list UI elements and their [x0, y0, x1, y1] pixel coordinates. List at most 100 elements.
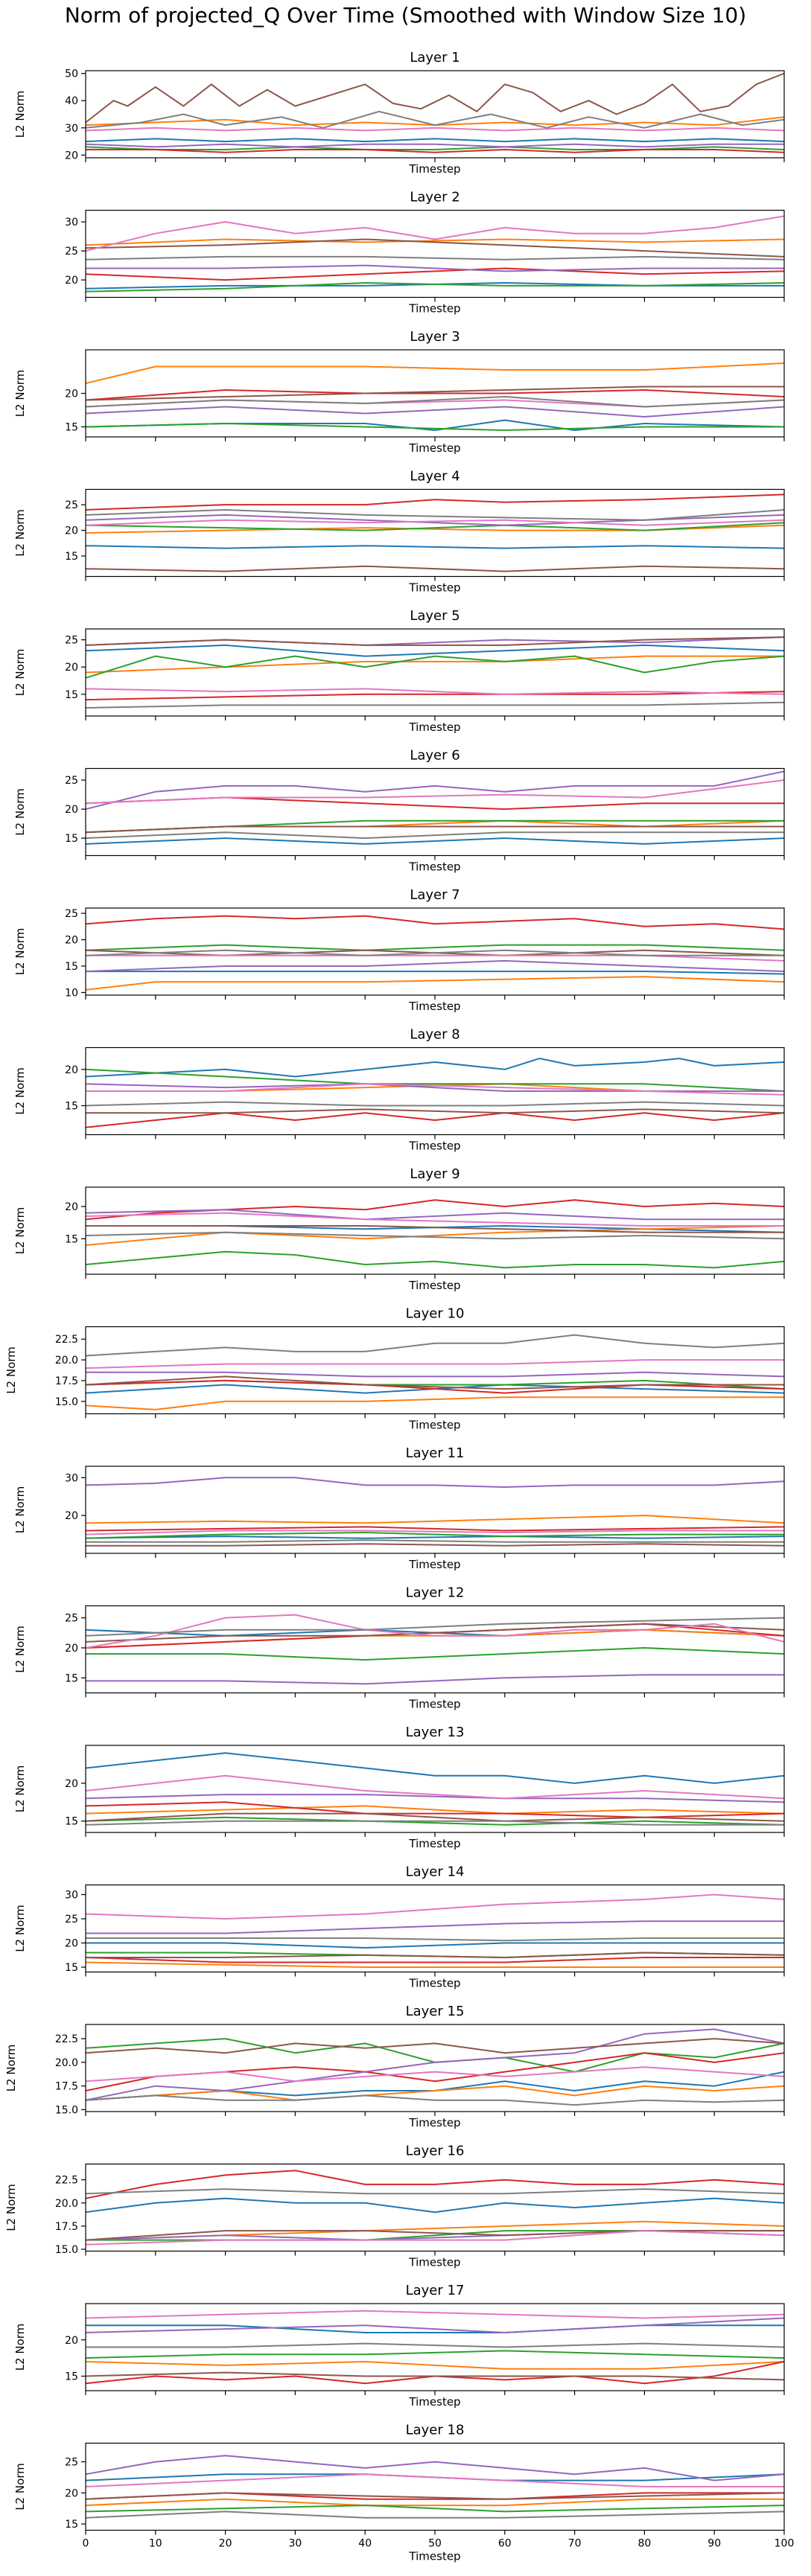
- series-line-6: [86, 1952, 784, 1958]
- y-axis-label: L2 Norm: [13, 788, 27, 836]
- series-line-5: [86, 514, 784, 526]
- subplot-layer-16: Layer 16 15.0 17.5 20.0 22.5 Timestep L2 Norm: [4, 2144, 785, 2269]
- y-tick-label: 22.5: [55, 2033, 78, 2045]
- series-line-4: [86, 1957, 784, 1963]
- y-axis-label: L2 Norm: [13, 1765, 27, 1813]
- x-axis-label: Timestep: [408, 2550, 460, 2563]
- y-tick-label: 10: [65, 987, 78, 999]
- series-line-7: [86, 1212, 784, 1227]
- y-axis-label: L2 Norm: [13, 1486, 27, 1534]
- series-line-3: [86, 944, 784, 951]
- series-line-8: [86, 110, 784, 129]
- series-line-7: [86, 779, 784, 805]
- series-line-7: [86, 954, 784, 962]
- series-line-7: [86, 519, 784, 526]
- y-tick-label: 22.5: [55, 2175, 78, 2187]
- x-axis-label: Timestep: [408, 441, 460, 455]
- y-tick-label: 15: [65, 2519, 78, 2531]
- series-line-7: [86, 1530, 784, 1535]
- series-line-8: [86, 509, 784, 521]
- series-line-2: [86, 2498, 784, 2507]
- series-line-5: [86, 770, 784, 811]
- y-tick-label: 30: [65, 1472, 78, 1484]
- y-axis-label: L2 Norm: [13, 1905, 27, 1952]
- series-group: [86, 915, 784, 991]
- series-line-5: [86, 143, 784, 148]
- y-tick-label: 20: [65, 275, 78, 287]
- series-line-6: [86, 1543, 784, 1547]
- series-line-6: [86, 2492, 784, 2500]
- series-group: [86, 1614, 784, 1685]
- y-axis-label: L2 Norm: [13, 1626, 27, 1673]
- series-line-7: [86, 127, 784, 132]
- y-tick-label: 25: [65, 1914, 78, 1925]
- series-line-6: [86, 386, 784, 401]
- series-line-5: [86, 1920, 784, 1934]
- y-tick-label: 20: [65, 662, 78, 674]
- series-line-7: [86, 1774, 784, 1800]
- x-axis-label: Timestep: [408, 1698, 460, 1711]
- x-axis-label: Timestep: [408, 162, 460, 176]
- series-line-7: [86, 1083, 784, 1096]
- y-axis-label: L2 Norm: [13, 91, 27, 138]
- series-line-8: [86, 1334, 784, 1357]
- y-tick-label: 20: [65, 389, 78, 400]
- subplot-layer-9: Layer 9 15 20 Timestep L2 Norm: [13, 1166, 785, 1292]
- x-axis-label: Timestep: [408, 1837, 460, 1850]
- subplot-title: Layer 3: [410, 329, 459, 345]
- y-tick-label: 20: [65, 935, 78, 947]
- subplot-layer-13: Layer 13 15 20 Timestep L2 Norm: [13, 1725, 785, 1850]
- y-tick-label: 20: [65, 1064, 78, 1076]
- series-group: [86, 1199, 784, 1269]
- x-axis-label: Timestep: [408, 1000, 460, 1013]
- series-group: [86, 2455, 784, 2519]
- y-tick-label: 40: [65, 95, 78, 107]
- x-axis-label: Timestep: [408, 1977, 460, 1990]
- series-group: [86, 1893, 784, 1968]
- x-tick-label: 50: [428, 2538, 442, 2550]
- x-tick-label: 70: [568, 2538, 582, 2550]
- y-axis-label: L2 Norm: [13, 2463, 27, 2511]
- subplot-layer-11: Layer 11 20 30 Timestep L2 Norm: [13, 1445, 785, 1571]
- y-tick-label: 15: [65, 2371, 78, 2383]
- x-axis-label: Timestep: [408, 1558, 460, 1571]
- series-line-6: [86, 1812, 784, 1822]
- series-line-5: [86, 1209, 784, 1221]
- y-tick-label: 20: [65, 150, 78, 162]
- y-tick-label: 15: [65, 1962, 78, 1974]
- series-line-6: [86, 2371, 784, 2381]
- series-group: [86, 1334, 784, 1410]
- series-line-1: [86, 1535, 784, 1539]
- series-line-6: [86, 1108, 784, 1114]
- series-line-7: [86, 215, 784, 252]
- series-line-2: [86, 1396, 784, 1410]
- y-tick-label: 25: [65, 499, 78, 511]
- series-line-1: [86, 837, 784, 845]
- series-line-2: [86, 655, 784, 674]
- series-line-1: [86, 2324, 784, 2333]
- series-line-7: [86, 2066, 784, 2083]
- subplot-layer-7: Layer 7 10 15 20 25 Timestep L2 Norm: [13, 887, 785, 1013]
- y-tick-label: 15: [65, 1672, 78, 1684]
- series-group: [86, 1058, 784, 1128]
- series-line-3: [86, 655, 784, 679]
- series-line-8: [86, 1617, 784, 1637]
- subplot-layer-3: Layer 3 15 20 Timestep L2 Norm: [13, 329, 785, 455]
- series-line-3: [86, 1816, 784, 1826]
- series-line-8: [86, 2094, 784, 2106]
- x-axis-label: Timestep: [408, 720, 460, 734]
- series-line-1: [86, 1942, 784, 1949]
- series-line-7: [86, 2230, 784, 2246]
- series-line-5: [86, 1674, 784, 1685]
- series-group: [86, 2310, 784, 2385]
- series-line-8: [86, 831, 784, 840]
- subplot-title: Layer 8: [410, 1027, 459, 1043]
- series-line-2: [86, 1961, 784, 1968]
- series-group: [86, 1477, 784, 1547]
- y-axis-label: L2 Norm: [13, 1067, 27, 1115]
- y-axis-label: L2 Norm: [13, 2324, 27, 2371]
- y-tick-label: 15: [65, 833, 78, 845]
- x-tick-label: 100: [775, 2538, 795, 2550]
- x-tick-label: 30: [288, 2538, 302, 2550]
- series-line-6: [86, 2230, 784, 2241]
